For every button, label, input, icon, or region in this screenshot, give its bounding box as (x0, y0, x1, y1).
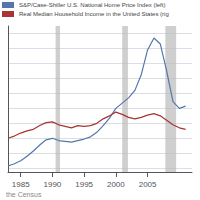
svg-text:1985: 1985 (12, 180, 30, 189)
svg-text:the Census: the Census (6, 191, 42, 198)
svg-text:2005: 2005 (139, 180, 157, 189)
svg-text:2000: 2000 (107, 180, 125, 189)
svg-text:S&P/Case-Shiller U.S. National: S&P/Case-Shiller U.S. National Home Pric… (19, 2, 165, 8)
svg-text:Real Median Household Income i: Real Median Household Income in the Unit… (19, 11, 169, 17)
svg-text:1995: 1995 (75, 180, 93, 189)
svg-text:1990: 1990 (44, 180, 62, 189)
